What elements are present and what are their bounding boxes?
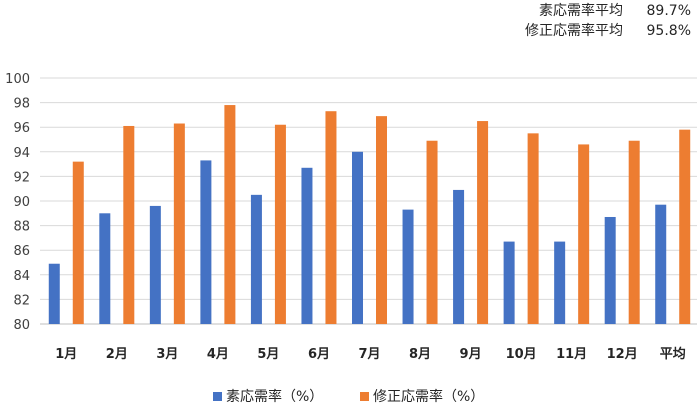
bar-corrected	[72, 161, 84, 324]
x-tick-label: 9月	[460, 347, 482, 362]
bar-raw	[554, 241, 566, 324]
legend-swatch	[360, 392, 369, 401]
bar-raw	[453, 189, 465, 324]
bar-raw	[301, 167, 313, 324]
x-tick-label: 1月	[55, 347, 77, 362]
y-tick-label: 100	[5, 72, 30, 87]
bar-corrected	[376, 116, 387, 324]
legend-swatch	[213, 392, 222, 401]
bar-corrected	[477, 121, 489, 324]
bar-raw	[402, 209, 414, 324]
y-tick-label: 96	[13, 121, 30, 136]
x-tick-label: 3月	[156, 347, 178, 362]
x-tick-label: 6月	[308, 347, 330, 362]
legend-label: 修正応需率（%）	[373, 388, 484, 405]
bar-raw	[48, 263, 60, 324]
x-tick-label: 10月	[506, 347, 537, 362]
bar-corrected	[325, 111, 337, 325]
bar-raw	[250, 194, 262, 324]
summary-row-raw: 素応需率平均 89.7%	[525, 1, 691, 21]
summary-label-raw: 素応需率平均	[539, 3, 623, 19]
x-tick-label: 11月	[556, 347, 587, 362]
y-tick-label: 92	[13, 170, 30, 185]
bar-corrected	[123, 125, 135, 324]
bar-raw	[200, 160, 212, 324]
summary-value-raw: 89.7%	[646, 3, 691, 19]
summary-value-corrected: 95.8%	[646, 23, 691, 39]
x-tick-label: 7月	[358, 347, 380, 362]
x-axis-labels: 1月 2月 3月 4月 5月 6月 7月 8月 9月 10月 11月 12月 平均	[55, 346, 685, 362]
x-tick-label: 4月	[207, 347, 229, 362]
bar-corrected	[274, 124, 286, 325]
y-tick-label: 90	[13, 195, 30, 210]
bar-raw	[503, 241, 515, 324]
x-tick-label: 平均	[660, 346, 686, 362]
bar-corrected	[224, 105, 236, 324]
summary-label-corrected: 修正応需率平均	[525, 23, 623, 39]
bar-corrected	[578, 144, 590, 324]
x-tick-label: 8月	[409, 347, 431, 362]
bar-raw	[149, 205, 161, 324]
y-tick-label: 94	[13, 146, 30, 161]
summary-row-corrected: 修正応需率平均 95.8%	[525, 21, 691, 41]
y-tick-label: 82	[13, 293, 30, 308]
bar-corrected	[679, 129, 691, 324]
bar-corrected	[628, 140, 640, 324]
bar-raw	[99, 213, 111, 324]
legend-label: 素応需率（%）	[226, 388, 323, 405]
x-tick-label: 2月	[106, 347, 128, 362]
y-tick-label: 88	[13, 220, 30, 235]
y-tick-label: 86	[13, 244, 30, 259]
bar-raw	[655, 204, 667, 324]
y-tick-label: 84	[13, 269, 30, 284]
bar-raw	[352, 151, 363, 324]
bar-corrected	[527, 133, 539, 324]
summary-box: 素応需率平均 89.7% 修正応需率平均 95.8%	[525, 1, 691, 41]
y-tick-label: 98	[13, 97, 30, 112]
y-axis-ticks: 80 82 84 86 88 90 92 94 96 98 100	[5, 72, 30, 333]
bar-corrected	[426, 140, 438, 324]
x-tick-label: 12月	[607, 347, 638, 362]
x-tick-label: 5月	[257, 347, 279, 362]
legend: 素応需率（%） 修正応需率（%）	[213, 388, 484, 405]
bar-raw	[604, 216, 616, 324]
bars	[48, 105, 691, 325]
bar-corrected	[173, 123, 185, 324]
y-tick-label: 80	[13, 318, 30, 333]
grid-lines	[40, 77, 697, 325]
